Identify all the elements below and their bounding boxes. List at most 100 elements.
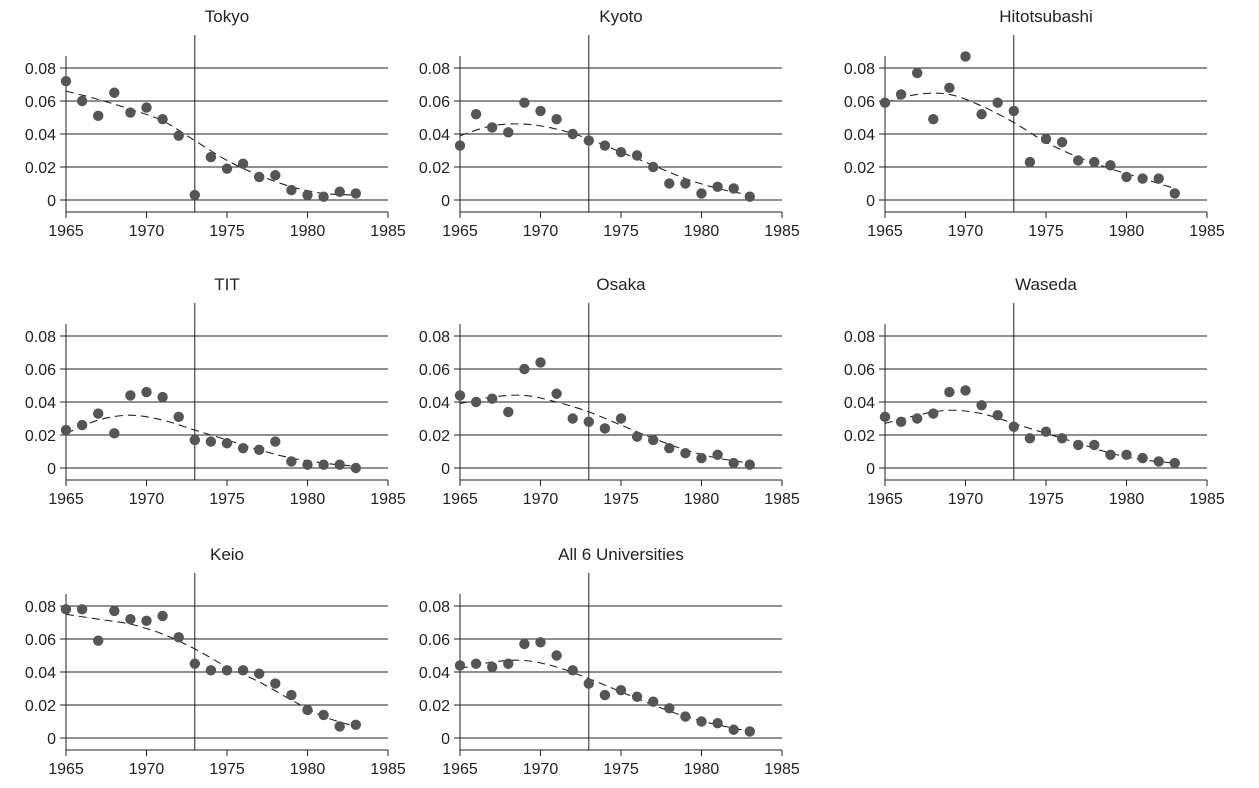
data-point bbox=[470, 658, 482, 669]
x-tick-label: 1970 bbox=[129, 761, 165, 778]
data-point bbox=[470, 109, 482, 120]
data-point bbox=[567, 665, 578, 676]
data-point bbox=[1153, 456, 1164, 467]
y-tick-label: 0.08 bbox=[419, 599, 450, 616]
data-point bbox=[205, 151, 217, 163]
panel-hitotsubashi: Hitotsubashi 0 0.02 0.04 0.06 0.08 1965 1970 197… bbox=[844, 7, 1225, 240]
data-point bbox=[551, 388, 562, 399]
y-tick-label: 0.08 bbox=[844, 61, 875, 78]
x-tick-label: 1980 bbox=[290, 491, 326, 508]
panel-waseda: Waseda 0 0.02 0.04 0.06 0.08 1965 1970 1975 1980 1… bbox=[844, 275, 1225, 508]
panel-all-6-universities: All 6 Universities 0 0.02 0.04 0.06 0.08 1965 1… bbox=[419, 545, 800, 778]
x-tick-label: 1975 bbox=[1028, 223, 1064, 240]
data-point bbox=[270, 436, 281, 447]
trend-line bbox=[884, 92, 1175, 189]
data-point bbox=[519, 638, 530, 650]
panel-title: All 6 Universities bbox=[558, 545, 684, 564]
y-tick-label: 0.08 bbox=[25, 599, 56, 616]
x-tick-label: 1975 bbox=[1028, 491, 1064, 508]
y-tick-label: 0.02 bbox=[25, 428, 56, 445]
data-point bbox=[454, 660, 466, 671]
data-point bbox=[302, 704, 313, 716]
data-point bbox=[302, 189, 313, 201]
data-point bbox=[141, 102, 152, 113]
data-point bbox=[1073, 155, 1084, 166]
x-tick-label: 1970 bbox=[523, 491, 559, 508]
x-tick-label: 1965 bbox=[442, 223, 478, 240]
data-point bbox=[631, 150, 643, 161]
y-tick-label: 0.06 bbox=[419, 94, 450, 111]
data-point bbox=[125, 390, 136, 401]
data-point bbox=[221, 665, 233, 676]
y-tick-label: 0.06 bbox=[419, 632, 450, 649]
data-point bbox=[1169, 457, 1181, 469]
y-tick-label: 0 bbox=[866, 461, 875, 478]
data-point bbox=[664, 443, 675, 454]
panel-keio: Keio 0 0.02 0.04 0.06 0.08 1965 1970 1975 1980 198… bbox=[25, 545, 406, 778]
y-tick-label: 0 bbox=[47, 193, 56, 210]
y-tick-label: 0.04 bbox=[25, 665, 56, 682]
data-point bbox=[318, 191, 329, 202]
panel-title: Keio bbox=[210, 545, 244, 564]
data-point bbox=[141, 615, 152, 627]
data-point bbox=[302, 459, 313, 470]
x-tick-label: 1965 bbox=[48, 491, 84, 508]
data-point bbox=[976, 400, 987, 411]
data-point bbox=[76, 419, 88, 431]
data-point bbox=[1056, 137, 1068, 148]
panel-title: Waseda bbox=[1015, 275, 1077, 294]
data-point bbox=[1105, 449, 1116, 460]
data-point bbox=[944, 386, 955, 398]
data-point bbox=[928, 113, 939, 125]
data-point bbox=[350, 188, 361, 199]
data-point bbox=[599, 140, 611, 151]
x-tick-label: 1965 bbox=[48, 761, 84, 778]
y-tick-label: 0.06 bbox=[844, 362, 875, 379]
data-point bbox=[60, 604, 72, 615]
y-tick-label: 0.04 bbox=[419, 127, 450, 144]
data-point bbox=[912, 413, 923, 424]
data-point bbox=[879, 411, 891, 423]
data-point bbox=[1153, 173, 1164, 184]
data-point bbox=[992, 410, 1003, 421]
data-point bbox=[648, 161, 659, 173]
panel-title: Kyoto bbox=[599, 7, 642, 26]
data-point bbox=[487, 122, 498, 133]
data-point bbox=[1056, 433, 1068, 444]
y-tick-label: 0 bbox=[441, 461, 450, 478]
y-tick-label: 0.08 bbox=[25, 329, 56, 346]
x-tick-label: 1980 bbox=[1109, 223, 1145, 240]
data-point bbox=[221, 163, 233, 174]
x-tick-label: 1980 bbox=[1109, 491, 1145, 508]
data-point bbox=[744, 191, 755, 202]
panel-title: Osaka bbox=[596, 275, 646, 294]
data-point bbox=[599, 689, 611, 701]
y-tick-label: 0 bbox=[47, 731, 56, 748]
data-point bbox=[944, 82, 955, 94]
data-point bbox=[503, 127, 514, 138]
data-point bbox=[648, 434, 659, 446]
data-point bbox=[664, 178, 675, 189]
data-point bbox=[728, 183, 739, 194]
data-point bbox=[254, 171, 265, 183]
x-tick-label: 1975 bbox=[603, 223, 639, 240]
data-point bbox=[318, 709, 329, 721]
data-point bbox=[895, 416, 907, 427]
data-point bbox=[712, 717, 723, 729]
x-tick-label: 1970 bbox=[523, 761, 559, 778]
x-tick-label: 1965 bbox=[867, 491, 903, 508]
x-tick-label: 1985 bbox=[764, 491, 800, 508]
y-tick-label: 0.04 bbox=[844, 395, 875, 412]
data-point bbox=[125, 614, 136, 625]
x-tick-label: 1970 bbox=[129, 223, 165, 240]
data-point bbox=[1073, 439, 1084, 451]
data-point bbox=[535, 357, 546, 368]
y-tick-label: 0 bbox=[441, 193, 450, 210]
x-tick-label: 1980 bbox=[684, 761, 720, 778]
data-point bbox=[535, 637, 546, 648]
data-point bbox=[237, 158, 249, 169]
panel-title: Hitotsubashi bbox=[999, 7, 1093, 26]
y-tick-label: 0.06 bbox=[419, 362, 450, 379]
data-point bbox=[286, 184, 297, 196]
data-point bbox=[1137, 173, 1148, 184]
